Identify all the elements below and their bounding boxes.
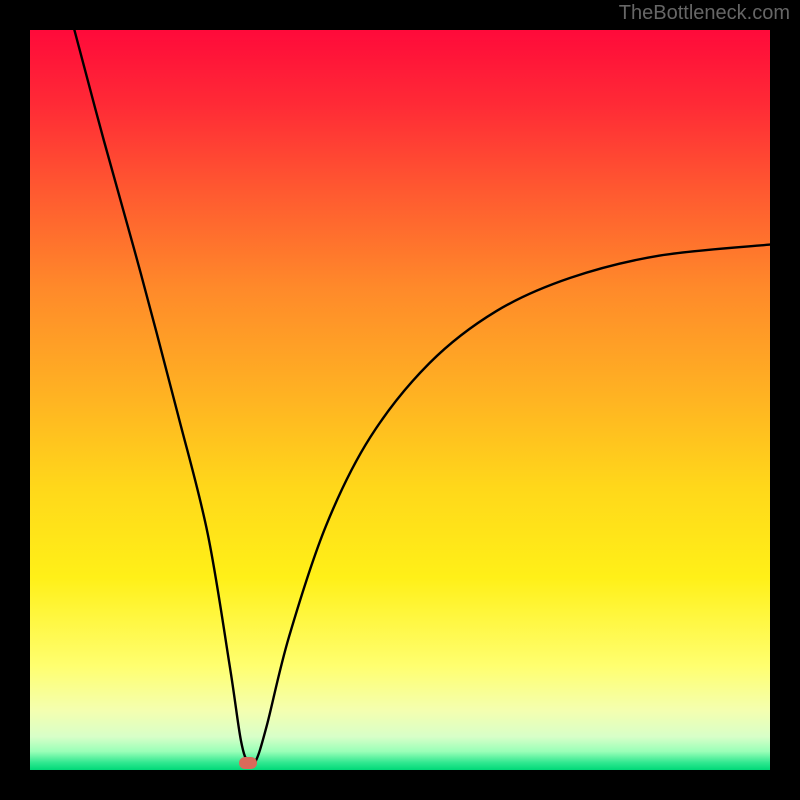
watermark-text: TheBottleneck.com bbox=[619, 2, 790, 25]
curve-path bbox=[74, 30, 770, 765]
chart-minimum-marker bbox=[239, 757, 257, 769]
chart-curve-svg bbox=[30, 30, 770, 770]
frame-right bbox=[770, 0, 800, 800]
chart-area bbox=[30, 30, 770, 770]
frame-left bbox=[0, 0, 30, 800]
frame-bottom bbox=[0, 770, 800, 800]
